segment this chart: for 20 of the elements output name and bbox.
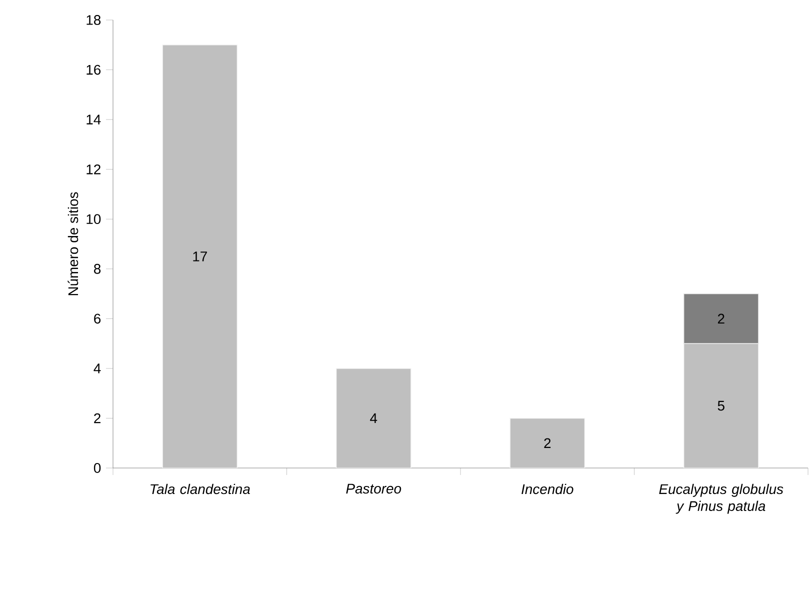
x-tick-label: Incendio	[522, 484, 574, 494]
data-label: 17	[193, 252, 207, 262]
y-tick-label: 12	[86, 164, 100, 174]
x-tick-label: Eucalyptus globulus y Pinus patula	[659, 484, 784, 514]
y-tick-label: 18	[86, 15, 101, 25]
y-tick-label: 4	[94, 364, 101, 374]
y-tick-label: 6	[94, 314, 101, 324]
data-label: 2	[544, 438, 551, 448]
y-tick-label: 10	[86, 214, 101, 224]
y-tick-label: 0	[94, 463, 101, 473]
x-tick-label: Tala clandestina	[150, 484, 250, 494]
y-tick-label: 16	[86, 64, 101, 75]
data-label: 5	[718, 400, 724, 411]
y-tick-label: 2	[94, 413, 100, 424]
y-axis-title: Número de sitios	[68, 192, 78, 296]
x-tick-label: Pastoreo	[346, 484, 402, 494]
y-tick-label: 8	[94, 264, 101, 274]
y-tick-label: 14	[86, 114, 101, 124]
data-label: 2	[718, 314, 724, 324]
data-label: 4	[370, 413, 378, 424]
